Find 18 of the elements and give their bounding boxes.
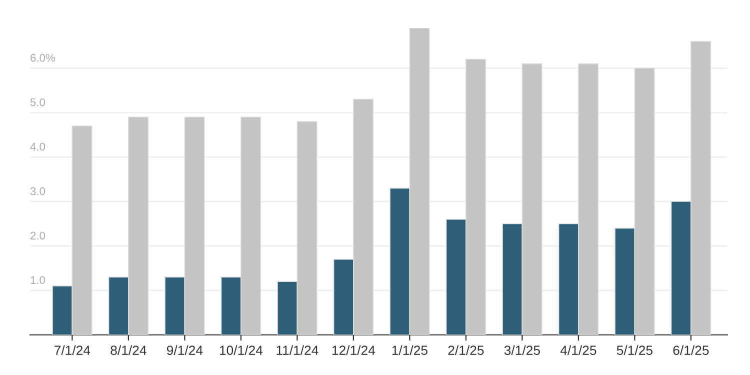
y-tick-label: 5.0 [30,98,46,106]
y-tick-label: 2.0 [30,232,46,240]
x-tick-label: 2/1/25 [448,345,484,355]
x-tick-label: 5/1/25 [616,345,652,355]
x-tick-label: 10/1/24 [220,345,263,355]
x-tick-label: 7/1/24 [54,345,90,355]
x-tick-label: 8/1/24 [110,345,146,355]
y-tick-label: 1.0 [30,276,46,284]
y-tick-label: 6.0% [30,54,55,62]
x-tick-label: 1/1/25 [392,345,428,355]
x-tick-label: 3/1/25 [504,345,540,355]
x-tick-label: 4/1/25 [560,345,596,355]
x-tick-label: 12/1/24 [332,345,376,355]
x-tick-label: 11/1/24 [276,345,318,355]
x-tick-label: 6/1/25 [673,345,709,355]
y-tick-label: 4.0 [30,142,46,151]
y-tick-label: 3.0 [30,187,46,196]
x-tick-label: 9/1/24 [166,345,203,355]
